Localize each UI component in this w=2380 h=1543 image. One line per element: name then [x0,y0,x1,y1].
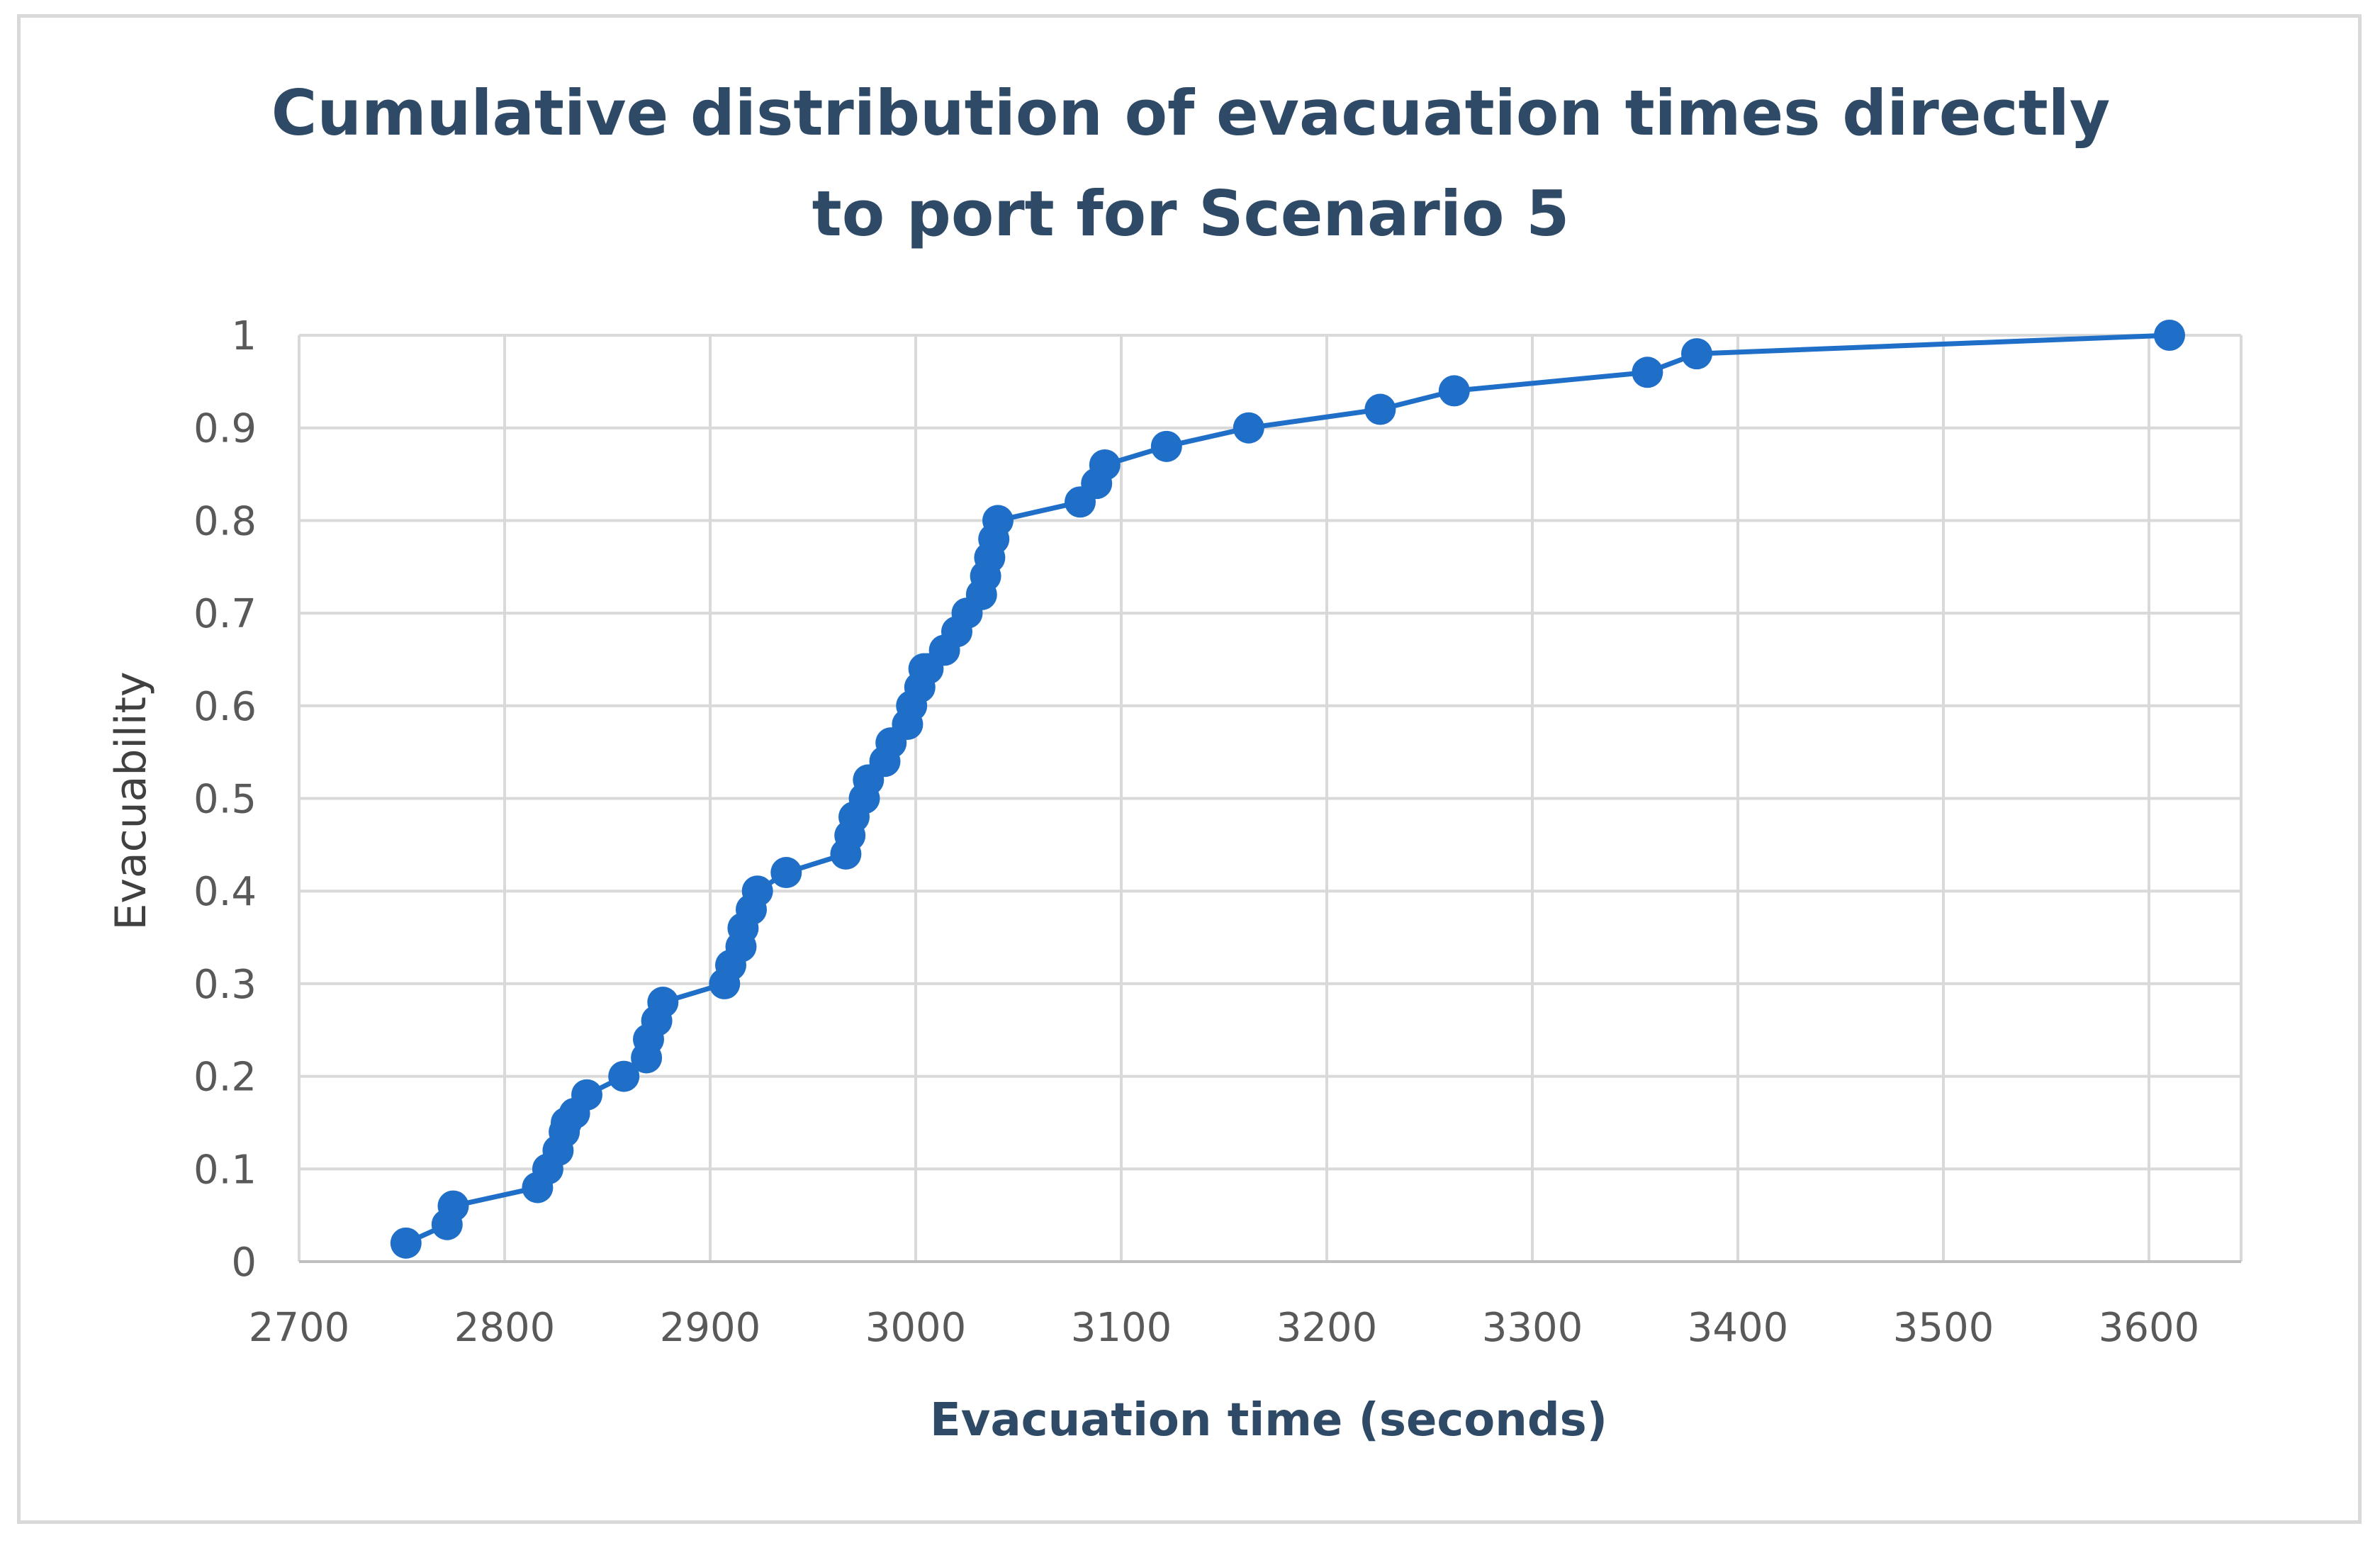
chart-title-line-2: to port for Scenario 5 [812,177,1570,250]
data-point [608,1060,640,1092]
data-point [1632,357,1663,388]
y-tick-label: 0.6 [193,684,257,730]
y-tick-label: 0.9 [193,406,257,452]
chart-frame [17,14,2362,1524]
y-tick-label: 0 [231,1240,257,1286]
grid-layer [298,334,2243,1262]
y-tick-label: 0.8 [193,498,257,544]
chart-title-line-1: Cumulative distribution of evacuation ti… [271,77,2110,150]
y-tick-label: 0.7 [193,591,257,637]
series-line [405,332,2170,1246]
tick-layer: 0 0.1 0.2 0.3 0.4 0.5 0.6 0.7 0.8 0.9 1 2700 2800 290… [193,313,2199,1351]
x-tick-label: 3500 [1893,1305,1994,1351]
series-layer [390,320,2185,1259]
data-point [1089,449,1121,481]
data-point [437,1190,469,1222]
data-point [741,875,773,907]
y-tick-label: 0.1 [193,1147,257,1193]
data-point [1438,375,1470,407]
y-tick-label: 0.4 [193,869,257,915]
data-point [571,1079,602,1111]
data-point [982,505,1014,537]
x-tick-label: 2900 [660,1305,761,1351]
y-tick-label: 0.5 [193,777,257,823]
data-point [1364,393,1396,425]
x-tick-label: 2700 [249,1305,350,1351]
y-axis-title: Evacuability [106,671,156,930]
x-tick-label: 3000 [865,1305,967,1351]
x-tick-label: 3100 [1071,1305,1172,1351]
data-point [1233,412,1264,444]
x-tick-label: 3600 [2099,1305,2200,1351]
x-tick-label: 2800 [454,1305,556,1351]
y-tick-label: 0.2 [193,1055,257,1101]
data-point [770,857,802,889]
y-tick-label: 0.3 [193,962,257,1008]
chart-title: Cumulative distribution of evacuation ti… [271,77,2110,250]
x-tick-label: 3300 [1482,1305,1583,1351]
data-point [1681,338,1712,370]
x-tick-label: 3200 [1276,1305,1378,1351]
x-axis-title: Evacuation time (seconds) [930,1394,1607,1447]
data-point [2154,320,2185,351]
data-point [1150,430,1182,462]
y-tick-label: 1 [231,313,257,359]
data-point [647,987,679,1019]
data-point [390,1227,422,1259]
x-tick-label: 3400 [1688,1305,1789,1351]
